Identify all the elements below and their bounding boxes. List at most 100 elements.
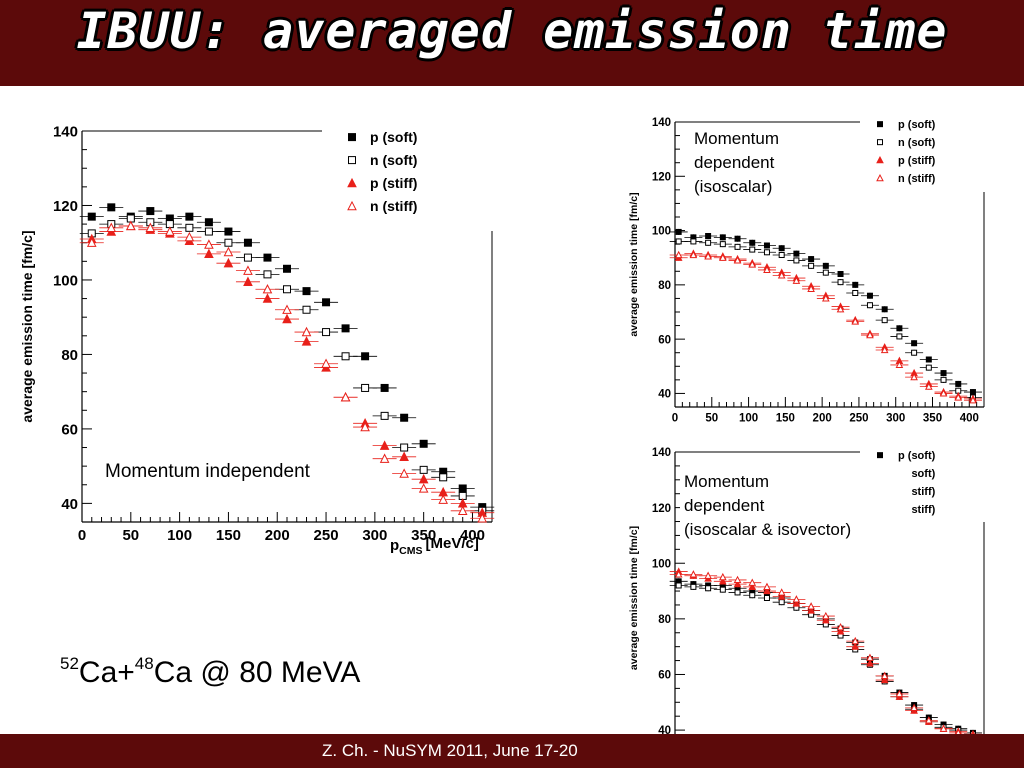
data-point xyxy=(223,257,234,268)
data-point xyxy=(763,595,770,601)
data-point xyxy=(689,570,698,578)
title-bar xyxy=(0,0,1024,86)
data-point xyxy=(911,349,918,356)
data-point xyxy=(283,264,291,273)
data-point xyxy=(880,671,889,679)
data-point xyxy=(895,360,904,369)
annotation-line: dependent xyxy=(694,153,775,172)
data-point xyxy=(837,271,844,277)
data-point xyxy=(262,293,273,303)
data-point xyxy=(379,440,390,450)
data-point xyxy=(777,592,786,600)
data-point xyxy=(704,252,712,260)
data-point xyxy=(224,238,233,247)
data-point xyxy=(925,356,932,363)
x-tick-label: 100 xyxy=(739,413,758,425)
series-1 xyxy=(669,238,982,401)
data-point xyxy=(733,579,742,588)
data-point xyxy=(204,248,214,259)
series-0 xyxy=(669,228,982,396)
series-3 xyxy=(669,250,982,404)
data-point xyxy=(778,252,785,258)
annotation-line: Momentum xyxy=(684,472,769,491)
data-point xyxy=(341,324,350,333)
y-tick-label: 120 xyxy=(652,503,671,515)
data-point xyxy=(185,212,194,221)
data-point xyxy=(895,689,904,698)
data-point xyxy=(749,246,756,253)
data-point xyxy=(792,276,801,284)
legend-label: p (soft) xyxy=(370,129,417,145)
data-point xyxy=(361,352,370,361)
y-tick-label: 120 xyxy=(53,198,78,215)
x-tick-label: 200 xyxy=(813,413,832,425)
legend-label: n (stiff) xyxy=(370,198,417,214)
data-point xyxy=(690,583,697,590)
data-point xyxy=(719,234,726,241)
data-point xyxy=(969,389,976,396)
data-point xyxy=(852,281,859,288)
legend-label: p (soft) xyxy=(898,119,936,131)
data-point xyxy=(204,239,214,249)
data-point xyxy=(719,586,726,593)
y-tick-label: 100 xyxy=(53,272,78,289)
data-point xyxy=(675,228,682,235)
data-point xyxy=(924,716,933,724)
slide-title: IBUU: averaged emission time xyxy=(76,2,948,60)
data-point xyxy=(125,220,136,231)
data-point xyxy=(379,453,390,463)
legend-marker xyxy=(877,452,883,459)
data-point xyxy=(836,622,845,631)
data-point xyxy=(880,675,889,684)
data-point xyxy=(955,380,962,387)
data-point xyxy=(674,250,683,259)
data-point xyxy=(807,284,815,293)
data-point xyxy=(361,383,370,392)
data-point xyxy=(763,586,771,595)
data-point xyxy=(881,317,888,324)
annotation-line: (isoscalar) xyxy=(694,177,772,196)
mass-number-2: 48 xyxy=(134,654,154,673)
data-point xyxy=(87,212,96,221)
data-point xyxy=(107,203,116,212)
data-point xyxy=(719,241,726,248)
data-point xyxy=(822,262,829,269)
data-point xyxy=(734,589,741,596)
x-tick-label: 100 xyxy=(167,527,192,544)
data-point xyxy=(675,582,682,589)
y-tick-label: 120 xyxy=(652,171,671,183)
data-point xyxy=(954,393,963,401)
data-point xyxy=(910,372,918,381)
data-point xyxy=(340,391,351,402)
annotation-line: Momentum independent xyxy=(105,461,311,482)
data-point xyxy=(302,305,311,314)
data-point xyxy=(283,285,291,294)
data-point xyxy=(866,292,873,299)
chart-momentum-dependent-isoscalar: 40 60 80 100 120 140 0 50 100 150 200 250 300 350 400 a… xyxy=(628,110,985,425)
data-point xyxy=(419,439,428,448)
data-point xyxy=(341,352,350,361)
legend-marker xyxy=(348,133,356,142)
data-point xyxy=(204,218,213,227)
data-point xyxy=(705,239,712,246)
data-point xyxy=(675,238,682,245)
data-point xyxy=(837,279,844,286)
reaction-label: 52Ca+48Ca @ 80 MeVA xyxy=(60,654,360,690)
legend-marker xyxy=(347,200,357,211)
data-point xyxy=(243,276,253,286)
data-point xyxy=(910,703,918,711)
data-point xyxy=(400,443,409,452)
x-tick-label: 250 xyxy=(849,413,868,425)
element-1: Ca+ xyxy=(78,656,135,689)
data-point xyxy=(733,575,742,584)
data-point xyxy=(380,411,389,420)
data-point xyxy=(807,602,815,610)
data-point xyxy=(734,235,741,242)
data-point xyxy=(851,317,860,325)
y-ticks xyxy=(675,451,685,745)
data-point xyxy=(821,611,830,620)
legend-marker xyxy=(876,173,884,182)
data-point xyxy=(458,484,467,493)
x-tick-label: 400 xyxy=(460,527,485,544)
data-point xyxy=(301,336,312,346)
